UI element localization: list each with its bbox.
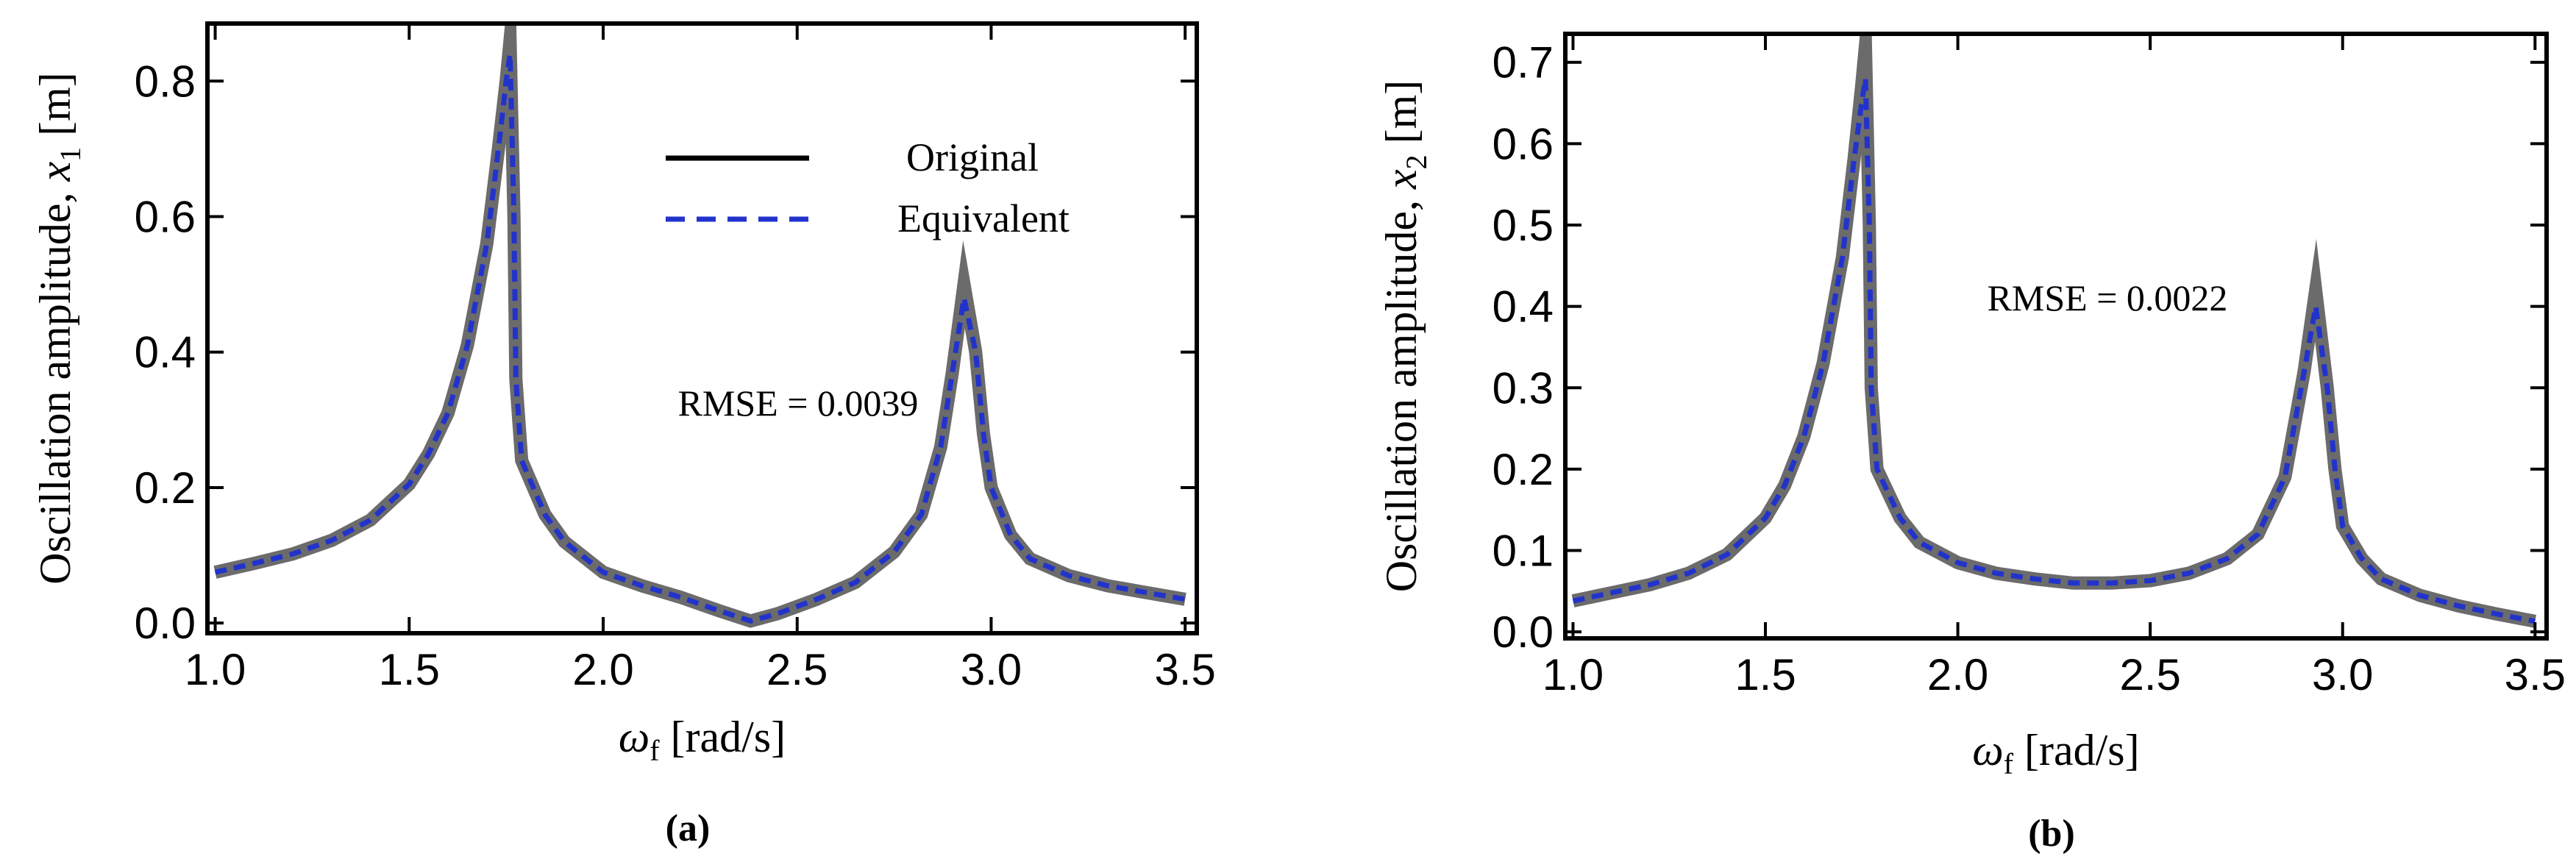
legend-a: Original Equivalent <box>666 135 1070 240</box>
series-equivalent-line-a <box>214 24 1186 624</box>
x-tick-label-b: 2.0 <box>1927 650 1988 699</box>
plot-frame-b <box>1563 32 2549 641</box>
y-tick-label-b: 0.7 <box>1492 38 1554 88</box>
y-tick-label-b: 0.2 <box>1492 445 1554 494</box>
rmse-annotation-b: RMSE = 0.0022 <box>1988 277 2228 318</box>
y-tick-label-a: 0.8 <box>135 57 196 106</box>
x-tick-label-a: 2.0 <box>572 645 633 694</box>
x-tick-label-a: 1.5 <box>379 645 440 694</box>
y-tick-label-b: 0.6 <box>1492 119 1554 168</box>
plot-area-b <box>1571 34 2536 628</box>
legend-label-original: Original <box>906 135 1039 179</box>
caption-a: (a) <box>666 808 711 849</box>
y-tick-label-b: 0.4 <box>1492 282 1554 332</box>
plot-area-a <box>213 24 1186 628</box>
y-tick-label-b: 0.1 <box>1492 527 1554 576</box>
x-tick-label-b: 1.5 <box>1734 650 1796 699</box>
x-tick-label-b: 3.0 <box>2312 650 2373 699</box>
series-equivalent-line-b <box>1572 50 2536 624</box>
series-original-line-a <box>213 24 1186 628</box>
caption-b: (b) <box>2028 813 2075 855</box>
y-tick-label-a: 0.0 <box>135 599 196 648</box>
x-tick-label-b: 1.0 <box>1543 650 1604 699</box>
chart-b: 1.0 1.5 2.0 2.5 3.0 3.5 0.0 0.1 0.2 0.3 0.4 0.5 0.6 0… <box>1377 32 2566 855</box>
x-tick-label-a: 1.0 <box>185 645 246 694</box>
chart-a: 1.0 1.5 2.0 2.5 3.0 3.5 0.0 0.2 0.4 0.6 0.8 Oscilla… <box>31 21 1216 849</box>
y-tick-label-b: 0.0 <box>1492 607 1554 657</box>
y-tick-label-b: 0.3 <box>1492 363 1554 413</box>
series-original-line-b <box>1571 34 2536 628</box>
x-axis-label-a: ωf [rad/s] <box>619 713 786 767</box>
plot-frame-a <box>205 21 1199 635</box>
rmse-annotation-a: RMSE = 0.0039 <box>678 382 919 424</box>
x-tick-label-a: 2.5 <box>766 645 828 694</box>
y-axis-label-a: Oscillation amplitude, x1 [m] <box>31 72 87 585</box>
x-tick-label-b: 2.5 <box>2119 650 2180 699</box>
y-tick-label-b: 0.5 <box>1492 201 1554 250</box>
y-axis-label-b: Oscillation amplitude, x2 [m] <box>1377 80 1433 593</box>
y-tick-label-a: 0.2 <box>135 463 196 513</box>
x-axis-label-b: ωf [rad/s] <box>1972 726 2139 780</box>
x-tick-label-a: 3.5 <box>1154 645 1215 694</box>
legend-label-equivalent: Equivalent <box>897 196 1070 240</box>
x-tick-label-b: 3.5 <box>2505 650 2566 699</box>
y-tick-label-a: 0.4 <box>135 328 196 377</box>
x-tick-label-a: 3.0 <box>961 645 1022 694</box>
y-tick-label-a: 0.6 <box>135 193 196 242</box>
